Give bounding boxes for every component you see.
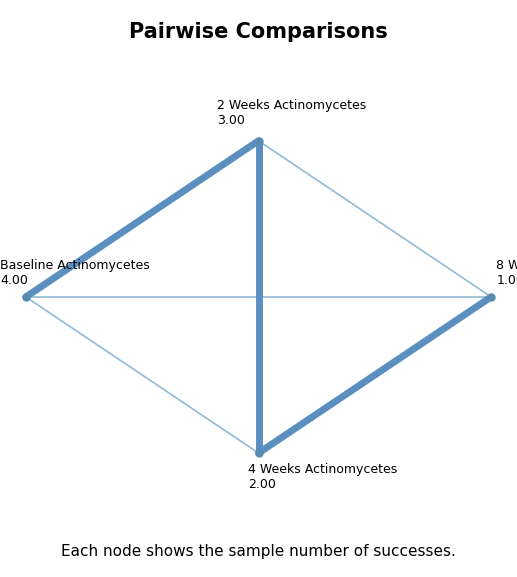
Text: Each node shows the sample number of successes.: Each node shows the sample number of suc… [61,544,456,559]
Text: Baseline Actinomycetes
4.00: Baseline Actinomycetes 4.00 [0,260,150,287]
Text: 2 Weeks Actinomycetes
3.00: 2 Weeks Actinomycetes 3.00 [217,99,367,126]
Text: Pairwise Comparisons: Pairwise Comparisons [129,22,388,42]
Text: 8 Weeks Actinomycetes
1.00: 8 Weeks Actinomycetes 1.00 [496,260,517,287]
Text: 4 Weeks Actinomycetes
2.00: 4 Weeks Actinomycetes 2.00 [248,463,398,490]
